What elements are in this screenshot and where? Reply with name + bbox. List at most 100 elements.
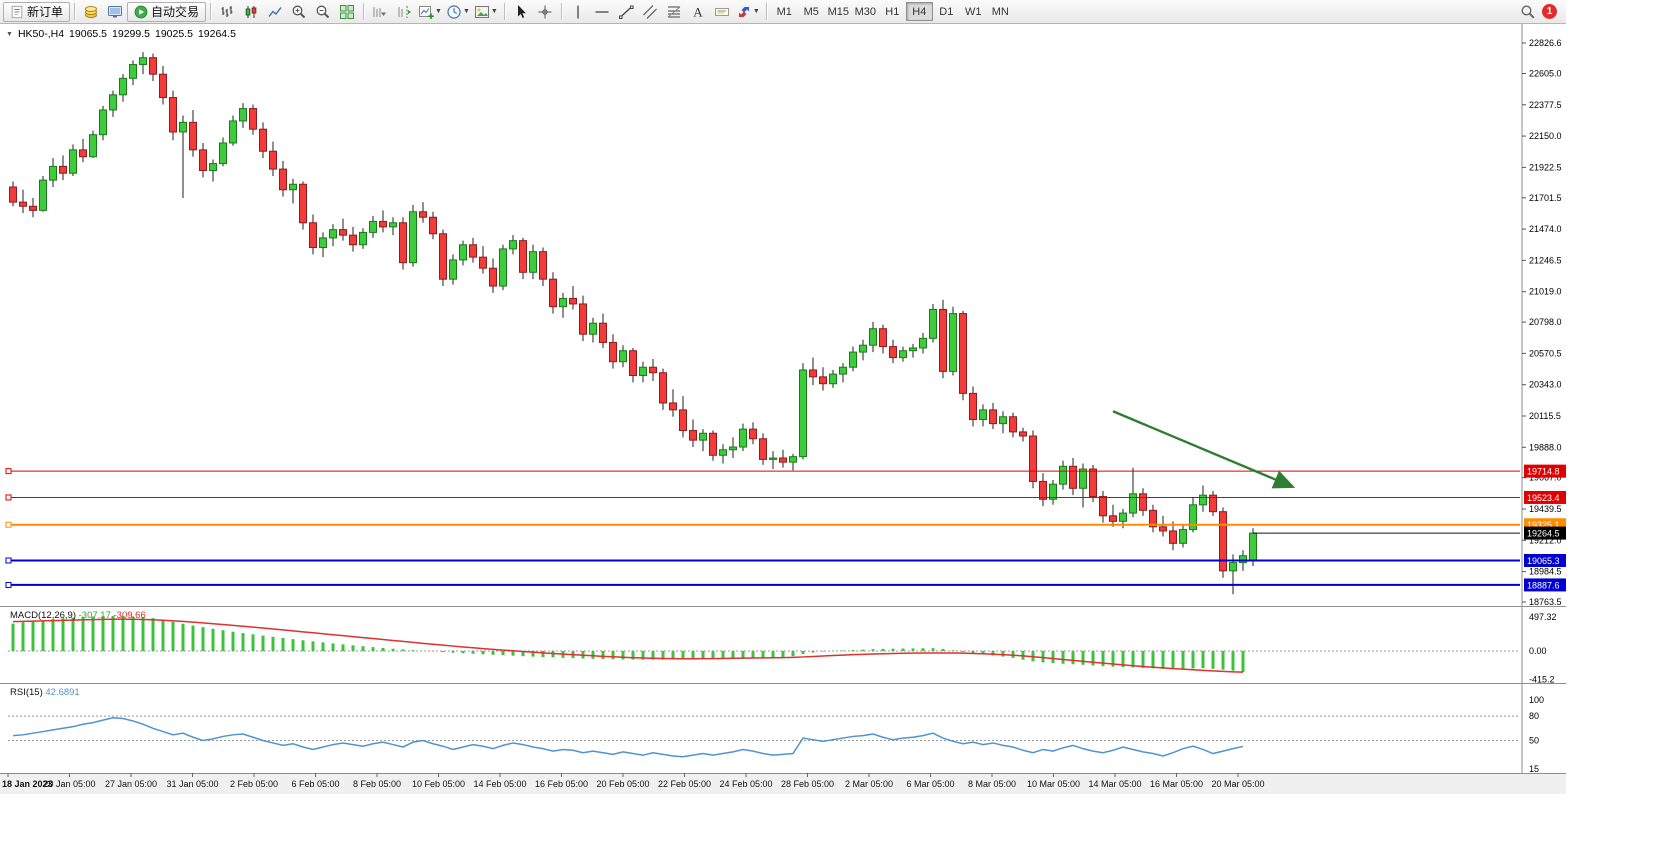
svg-text:21922.5: 21922.5 [1529, 162, 1562, 172]
new-order-button[interactable]: 新订单 [3, 1, 71, 22]
svg-text:0.00: 0.00 [1529, 646, 1547, 656]
trendline-button[interactable] [614, 2, 638, 22]
channel-icon [642, 4, 658, 20]
periods-button[interactable]: ▼ [444, 2, 472, 22]
timeframe-m1-button[interactable]: M1 [771, 2, 798, 21]
fibonacci-button[interactable] [662, 2, 686, 22]
horizontal-level-line[interactable] [5, 494, 1520, 501]
timeframe-d1-button[interactable]: D1 [933, 2, 960, 21]
deposit-icon [83, 4, 99, 20]
auto-trading-label: 自动交易 [151, 5, 200, 19]
zoom-in-button[interactable] [287, 2, 311, 22]
fibonacci-icon [666, 4, 682, 20]
timeframe-mn-button[interactable]: MN [987, 2, 1014, 21]
svg-text:14 Mar 05:00: 14 Mar 05:00 [1088, 779, 1141, 789]
svg-text:80: 80 [1529, 711, 1539, 721]
svg-text:18887.6: 18887.6 [1527, 580, 1560, 590]
toolbar-separator [765, 3, 767, 20]
svg-text:19888.0: 19888.0 [1529, 442, 1562, 452]
auto-scroll-button[interactable] [368, 2, 392, 22]
svg-text:18 Jan 2023: 18 Jan 2023 [2, 779, 53, 789]
svg-text:16 Mar 05:00: 16 Mar 05:00 [1150, 779, 1203, 789]
text-button[interactable]: A [686, 2, 710, 22]
horizontal-level-line[interactable] [5, 468, 1520, 475]
notification-badge[interactable]: 1 [1542, 4, 1557, 19]
arrows-icon [736, 4, 752, 20]
horizontal-level-line[interactable] [5, 557, 1520, 564]
candlestick-chart-button[interactable] [239, 2, 263, 22]
chevron-down-icon: ▼ [752, 8, 760, 15]
toolbar-separator [210, 3, 212, 20]
timeframe-h4-button[interactable]: H4 [905, 2, 933, 21]
svg-text:22826.6: 22826.6 [1529, 38, 1562, 48]
svg-text:2 Mar 05:00: 2 Mar 05:00 [845, 779, 893, 789]
svg-text:18984.5: 18984.5 [1529, 567, 1562, 577]
macd-panel: MACD(12,26,9) -307.17 -309.66 [8, 610, 1520, 673]
new-chart-button[interactable]: ▼ [416, 2, 444, 22]
horizontal-line-button[interactable] [590, 2, 614, 22]
svg-text:19325.1: 19325.1 [1527, 520, 1560, 530]
chart-ohlc-title: ▼ HK50-,H4 19065.5 19299.5 19025.5 19264… [6, 28, 236, 40]
line-chart-button[interactable] [263, 2, 287, 22]
vertical-line-button[interactable] [566, 2, 590, 22]
deposit-button[interactable] [79, 2, 103, 22]
zoom-out-button[interactable] [311, 2, 335, 22]
zoom-in-icon [291, 4, 307, 20]
horizontal-level-line[interactable] [5, 521, 1520, 528]
chart-open-value: 19065.5 [69, 28, 108, 40]
svg-text:21474.0: 21474.0 [1529, 224, 1562, 234]
chart-shift-button[interactable] [392, 2, 416, 22]
crosshair-icon [537, 4, 553, 20]
svg-text:22 Feb 05:00: 22 Feb 05:00 [658, 779, 711, 789]
macd-label: MACD(12,26,9) -307.17 -309.66 [10, 610, 146, 621]
channel-button[interactable] [638, 2, 662, 22]
cursor-button[interactable] [509, 2, 533, 22]
svg-text:2 Feb 05:00: 2 Feb 05:00 [230, 779, 278, 789]
search-button[interactable] [1516, 2, 1540, 22]
trend-arrow-annotation[interactable] [1112, 410, 1296, 489]
chart-image-button[interactable]: ▼ [472, 2, 500, 22]
svg-text:100: 100 [1529, 695, 1544, 705]
svg-text:21246.5: 21246.5 [1529, 255, 1562, 265]
chart-canvas[interactable]: MACD(12,26,9) -307.17 -309.66 RSI(15) 42.… [0, 24, 1566, 794]
timeframe-w1-button[interactable]: W1 [960, 2, 987, 21]
chart-collapse-icon[interactable]: ▼ [6, 30, 13, 38]
bar-chart-icon [219, 4, 235, 20]
svg-text:-415.2: -415.2 [1529, 674, 1555, 684]
svg-text:20115.5: 20115.5 [1529, 411, 1561, 421]
candlestick-chart-icon [243, 4, 259, 20]
timeframe-h1-button[interactable]: H1 [879, 2, 906, 21]
svg-text:19264.5: 19264.5 [1527, 529, 1560, 539]
horizontal-level-line[interactable] [5, 581, 1520, 588]
svg-text:31 Jan 05:00: 31 Jan 05:00 [166, 779, 218, 789]
chart-image-icon [474, 4, 490, 20]
price-badge: 19714.8 [1524, 464, 1566, 478]
new-order-icon [10, 5, 24, 19]
chart-low-value: 19025.5 [154, 28, 193, 40]
price-badge: 19264.5 [1524, 526, 1566, 540]
price-axis[interactable]: 22826.6 22605.0 22377.5 22150.0 21922.5 21701… [1522, 38, 1566, 774]
toolbar-separator [74, 3, 76, 20]
bar-chart-button[interactable] [215, 2, 239, 22]
svg-text:50: 50 [1529, 736, 1539, 746]
timeframe-m5-button[interactable]: M5 [798, 2, 825, 21]
web-terminal-button[interactable] [103, 2, 127, 22]
svg-text:19667.0: 19667.0 [1529, 473, 1562, 483]
arrows-button[interactable]: ▼ [734, 2, 762, 22]
auto-trading-button[interactable]: 自动交易 [127, 1, 207, 22]
tile-windows-button[interactable] [335, 2, 359, 22]
chevron-down-icon: ▼ [462, 8, 470, 15]
svg-text:27 Jan 05:00: 27 Jan 05:00 [105, 779, 157, 789]
label-button[interactable] [710, 2, 734, 22]
svg-text:16 Feb 05:00: 16 Feb 05:00 [535, 779, 588, 789]
timeframe-m15-button[interactable]: M15 [825, 2, 852, 21]
svg-text:19212.0: 19212.0 [1529, 535, 1562, 545]
svg-text:19065.3: 19065.3 [1527, 556, 1560, 566]
svg-text:6 Feb 05:00: 6 Feb 05:00 [291, 779, 339, 789]
svg-text:21701.5: 21701.5 [1529, 193, 1562, 203]
crosshair-button[interactable] [533, 2, 557, 22]
chart-window[interactable]: ▼ HK50-,H4 19065.5 19299.5 19025.5 19264… [0, 24, 1566, 794]
timeframe-m30-button[interactable]: M30 [852, 2, 879, 21]
chevron-down-icon: ▼ [490, 8, 498, 15]
